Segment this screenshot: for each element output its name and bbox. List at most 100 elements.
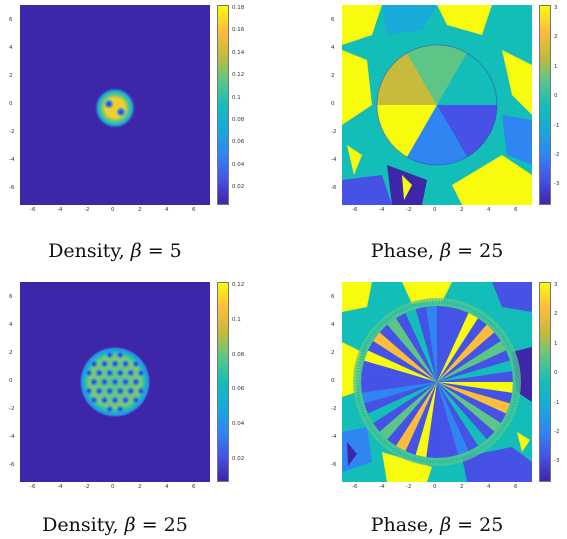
y-tick-label: -6 xyxy=(331,185,337,191)
caption-phase-beta25-top: Phase, β = 25 xyxy=(370,240,504,262)
panel-density-beta25: 6 4 2 0 -2 -4 -6 -6 -4 -2 0 2 4 6 0.12 0.1 0.08 0.06 0.0… xyxy=(0,277,244,492)
x-tick-label: -2 xyxy=(406,207,412,213)
x-tick-label: -4 xyxy=(379,207,385,213)
colorbar-tick-label: 2 xyxy=(554,34,558,41)
x-tick-label: -6 xyxy=(352,207,358,213)
x-tick-label: 6 xyxy=(192,207,196,213)
x-tick-label: 0 xyxy=(433,207,437,213)
colorbar-tick-label: 3 xyxy=(554,5,558,11)
colorbar-tick-label: 2 xyxy=(554,311,558,318)
density-plot xyxy=(20,5,210,205)
x-tick-label: 2 xyxy=(138,484,142,490)
y-tick-label: 4 xyxy=(9,45,13,51)
x-tick-label: 2 xyxy=(138,207,142,213)
colorbar-tick-label: -3 xyxy=(554,181,560,188)
colorbar-tick-label: 0.06 xyxy=(232,386,245,393)
y-tick-label: 6 xyxy=(331,294,335,300)
colorbar xyxy=(217,282,229,482)
x-tick-label: 0 xyxy=(433,484,437,490)
y-tick-label: -2 xyxy=(331,129,337,135)
colorbar-tick-label: 0 xyxy=(554,93,558,100)
y-tick-label: 6 xyxy=(9,294,13,300)
y-tick-label: -2 xyxy=(331,406,337,412)
colorbar-tick-label: 0.12 xyxy=(232,72,245,79)
colorbar-tick-label: 0.08 xyxy=(232,116,245,123)
colorbar-tick-label: 0.04 xyxy=(232,161,245,168)
colorbar-tick-label: 0.02 xyxy=(232,456,245,463)
y-tick-label: 4 xyxy=(331,45,335,51)
x-tick-label: -6 xyxy=(352,484,358,490)
y-tick-label: 0 xyxy=(9,101,13,107)
y-tick-label: 4 xyxy=(9,322,13,328)
colorbar-tick-label: 1 xyxy=(554,63,558,70)
x-tick-label: 4 xyxy=(165,207,169,213)
y-tick-label: -4 xyxy=(9,157,15,163)
x-tick-label: -2 xyxy=(84,484,90,490)
panel-density-beta5: 6 4 2 0 -2 -4 -6 -6 -4 -2 0 2 4 6 0.18 0.16 0.14 0.12 0.… xyxy=(0,0,244,215)
x-tick-label: -4 xyxy=(57,207,63,213)
phase-plot xyxy=(342,282,532,482)
x-tick-label: 4 xyxy=(165,484,169,490)
y-tick-label: 2 xyxy=(9,350,13,356)
colorbar-tick-label: 0.04 xyxy=(232,421,245,428)
colorbar xyxy=(539,282,551,482)
y-tick-label: 2 xyxy=(9,73,13,79)
x-tick-label: -4 xyxy=(57,484,63,490)
x-tick-label: 6 xyxy=(514,484,518,490)
y-tick-label: 6 xyxy=(331,17,335,23)
x-tick-label: 6 xyxy=(192,484,196,490)
x-tick-label: -6 xyxy=(30,207,36,213)
colorbar-tick-label: 0.16 xyxy=(232,27,245,34)
y-tick-label: 2 xyxy=(331,73,335,79)
colorbar-tick-label: 0 xyxy=(554,370,558,377)
y-tick-label: 0 xyxy=(331,101,335,107)
y-tick-label: -2 xyxy=(9,129,15,135)
colorbar-tick-label: 0.18 xyxy=(232,5,245,11)
x-tick-label: 0 xyxy=(111,207,115,213)
panel-phase-beta25-bottom: 6 4 2 0 -2 -4 -6 -6 -4 -2 0 2 4 6 3 2 1 0 -1 -2 -3 xyxy=(322,277,559,492)
colorbar xyxy=(217,5,229,205)
y-tick-label: 0 xyxy=(9,378,13,384)
caption-phase-beta25-bottom: Phase, β = 25 xyxy=(370,514,504,536)
y-tick-label: -4 xyxy=(9,434,15,440)
x-tick-label: -2 xyxy=(84,207,90,213)
y-tick-label: -6 xyxy=(9,185,15,191)
y-tick-label: -6 xyxy=(331,462,337,468)
caption-density-beta25: Density, β = 25 xyxy=(42,514,188,536)
phase-plot xyxy=(342,5,532,205)
x-tick-label: 2 xyxy=(460,484,464,490)
colorbar-tick-label: 0.12 xyxy=(232,282,245,288)
colorbar-tick-label: 0.14 xyxy=(232,49,245,56)
colorbar-tick-label: 0.08 xyxy=(232,351,245,358)
colorbar xyxy=(539,5,551,205)
colorbar-tick-label: 0.06 xyxy=(232,139,245,146)
colorbar-tick-label: -3 xyxy=(554,458,560,465)
colorbar-tick-label: 1 xyxy=(554,340,558,347)
panel-phase-beta25-top: 6 4 2 0 -2 -4 -6 -6 -4 -2 0 2 4 6 3 2 1 0 -1 -2 -3 xyxy=(322,0,559,215)
y-tick-label: -4 xyxy=(331,157,337,163)
y-tick-label: 2 xyxy=(331,350,335,356)
colorbar-tick-label: 0.02 xyxy=(232,184,245,191)
colorbar-tick-label: -2 xyxy=(554,428,560,435)
x-tick-label: -6 xyxy=(30,484,36,490)
y-tick-label: -4 xyxy=(331,434,337,440)
colorbar-tick-label: -2 xyxy=(554,151,560,158)
colorbar-tick-label: -1 xyxy=(554,122,560,129)
colorbar-tick-label: -1 xyxy=(554,399,560,406)
density-plot xyxy=(20,282,210,482)
x-tick-label: -2 xyxy=(406,484,412,490)
x-tick-label: 4 xyxy=(487,207,491,213)
y-tick-label: 6 xyxy=(9,17,13,23)
colorbar-tick-label: 3 xyxy=(554,282,558,288)
x-tick-label: 6 xyxy=(514,207,518,213)
x-tick-label: 4 xyxy=(487,484,491,490)
colorbar-tick-label: 0.1 xyxy=(232,316,241,323)
y-tick-label: 0 xyxy=(331,378,335,384)
colorbar-tick-label: 0.1 xyxy=(232,94,241,101)
x-tick-label: 0 xyxy=(111,484,115,490)
y-tick-label: -6 xyxy=(9,462,15,468)
y-tick-label: 4 xyxy=(331,322,335,328)
y-tick-label: -2 xyxy=(9,406,15,412)
x-tick-label: -4 xyxy=(379,484,385,490)
caption-density-beta5: Density, β = 5 xyxy=(48,240,182,262)
